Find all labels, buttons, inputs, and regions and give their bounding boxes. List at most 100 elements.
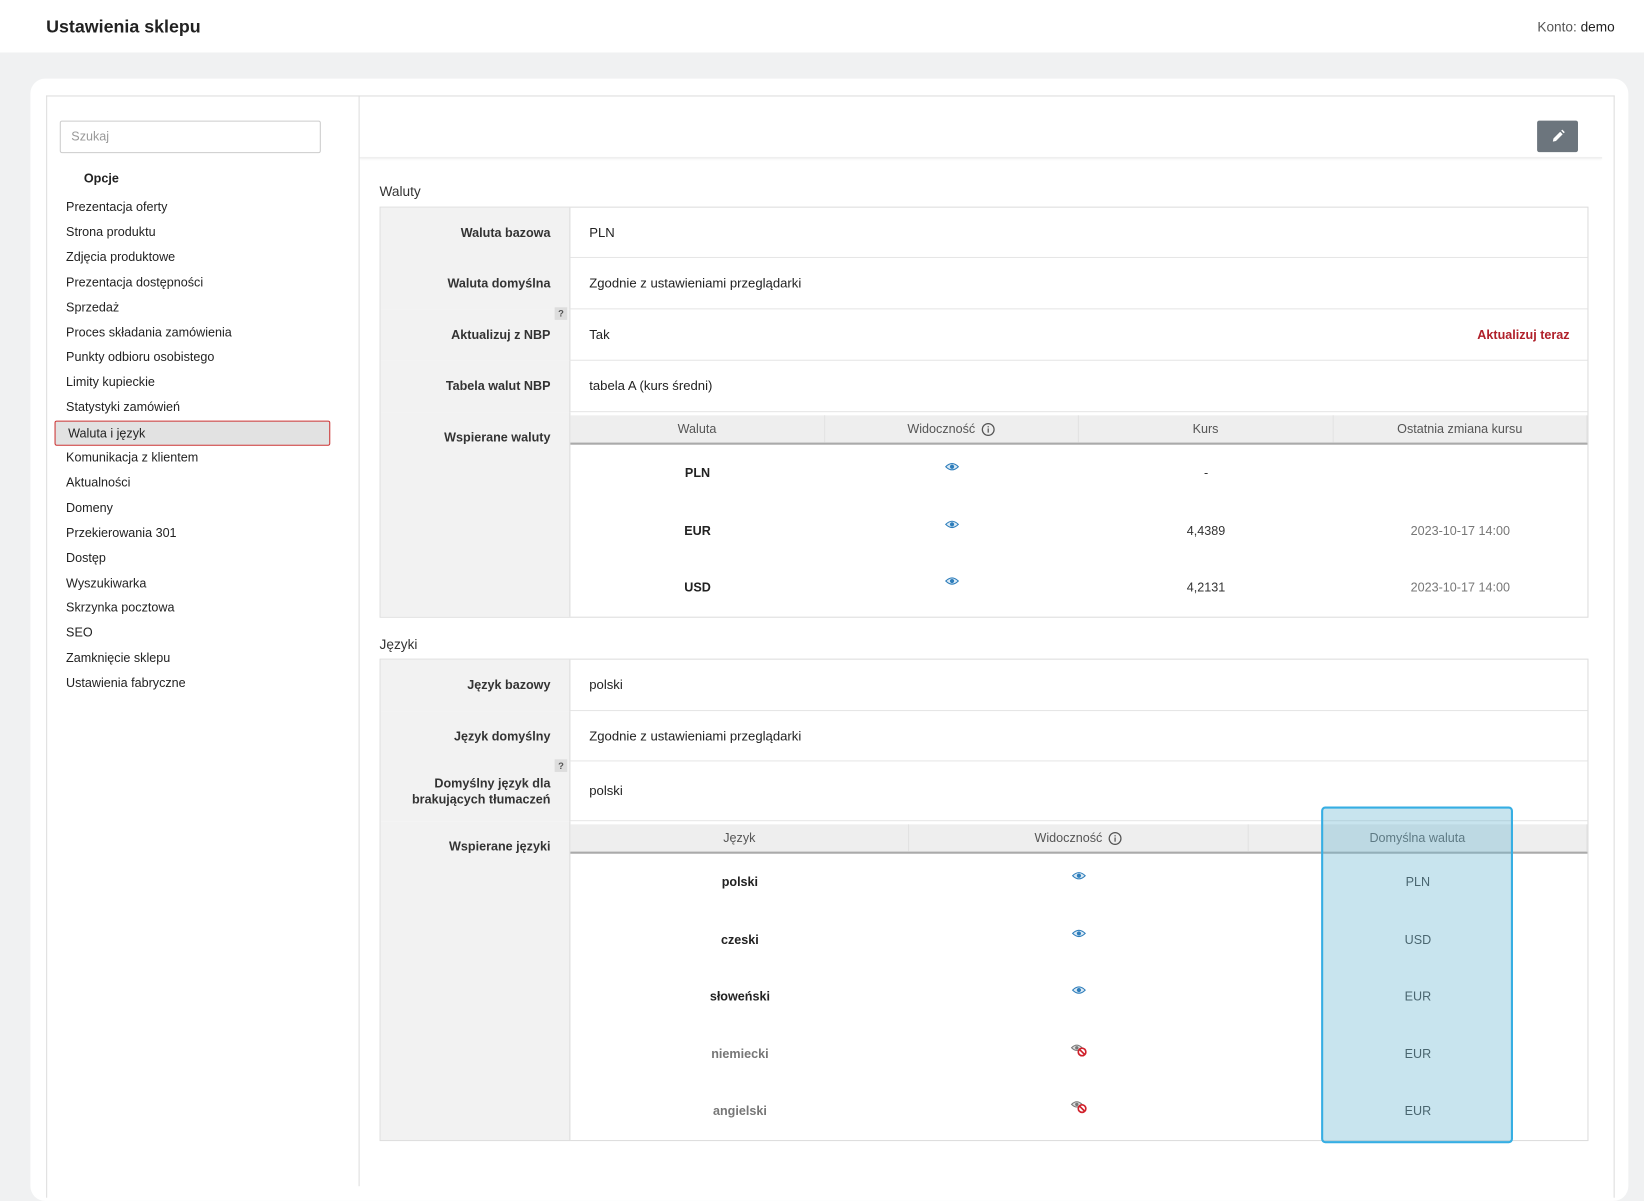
field-value-cell: polski [570, 761, 1588, 822]
sidebar-item[interactable]: Proces składania zamówienia [66, 324, 232, 340]
search-input[interactable]: Szukaj [59, 120, 321, 154]
column-title: Widoczność [907, 421, 976, 437]
table-data-row: czeski USD [570, 911, 1587, 968]
table-cell: USD [1248, 911, 1587, 968]
cell-text: angielski [712, 1103, 767, 1119]
visible-icon[interactable] [942, 462, 961, 477]
cell-text: EUR [1404, 989, 1432, 1004]
visible-icon[interactable] [1069, 928, 1088, 943]
visible-icon[interactable] [1069, 871, 1088, 886]
sidebar-item[interactable]: Komunikacja z klientem [66, 449, 199, 465]
table-cell: PLN [1248, 854, 1587, 911]
cell-text: 4,2131 [1186, 580, 1226, 595]
field-value-cell: polski [570, 660, 1588, 712]
field-label: Waluta bazowa [460, 224, 551, 240]
table-data-row: EUR 4,4389 2023-10-17 14:00 [570, 502, 1587, 559]
table-header: Język Widoczność Domyślna waluta [570, 824, 1588, 854]
table-cell: 2023-10-17 14:00 [1333, 559, 1587, 616]
edit-button[interactable] [1537, 120, 1578, 153]
sidebar-item[interactable]: Punkty odbioru osobistego [66, 349, 215, 365]
sidebar-item[interactable]: Zdjęcia produktowe [66, 249, 176, 265]
sidebar-item[interactable]: Sprzedaż [66, 299, 120, 315]
sidebar-item[interactable]: Aktualności [66, 474, 131, 490]
table-header: Waluta Widoczność Kurs Ostatnia zmiana kurs… [570, 415, 1588, 445]
field-label-cell: Tabela walut NBP [380, 360, 571, 413]
field-label-cell: Waluta domyślna [380, 258, 571, 310]
field-value: polski [589, 677, 623, 693]
cell-text: USD [1404, 932, 1432, 947]
sidebar-item[interactable]: Domeny [66, 500, 113, 515]
column-header: Język [570, 824, 910, 852]
field-label-cell: Domyślny język dla brakujących tłumaczeń… [380, 759, 571, 822]
sidebar-item[interactable]: SEO [66, 625, 93, 641]
sidebar-item[interactable]: Skrzynka pocztowa [66, 600, 175, 616]
field-value-cell: PLN [570, 208, 1588, 259]
table: Waluta Widoczność Kurs Ostatnia zmiana kurs… [570, 412, 1588, 616]
field-row: Język domyślny Zgodnie z ustawieniami prz… [380, 711, 1588, 762]
section-title: Języki [379, 636, 418, 653]
table: Język Widoczność Domyślna waluta polski PLN c… [570, 806, 1588, 1144]
sidebar-item[interactable]: Waluta i język [54, 420, 331, 446]
frame [46, 95, 1615, 1198]
column-title: Ostatnia zmiana kursu [1397, 421, 1523, 437]
column-title: Kurs [1192, 421, 1219, 437]
field-value: polski [589, 783, 623, 799]
hidden-icon[interactable] [1069, 1099, 1088, 1114]
table-cell: 2023-10-17 14:00 [1333, 502, 1587, 559]
field-row: Waluta domyślna Zgodnie z ustawieniami pr… [380, 258, 1588, 310]
sidebar-item[interactable]: Limity kupieckie [66, 374, 155, 390]
account: Konto: demo [1537, 19, 1614, 35]
table-row: Wspierane języki Język Widoczność Domyślna … [380, 806, 1588, 1144]
table-cell: 4,2131 [1079, 559, 1333, 616]
sidebar-item[interactable]: Wyszukiwarka [66, 575, 147, 590]
section-title: Waluty [379, 183, 421, 200]
field-label-cell: Waluta bazowa [380, 207, 571, 259]
help-badge[interactable]: ? [554, 759, 568, 772]
table-data-row: słoweński EUR [570, 968, 1587, 1025]
cell-text: EUR [684, 523, 711, 538]
update-link[interactable]: Aktualizuj teraz [1477, 327, 1570, 342]
sidebar-item[interactable]: Ustawienia fabryczne [66, 675, 186, 691]
cell-text: 2023-10-17 14:00 [1410, 523, 1510, 538]
help-badge[interactable]: ? [554, 307, 568, 320]
sidebar-item[interactable]: Statystyki zamówień [66, 399, 181, 415]
cell-text: 4,4389 [1186, 523, 1226, 538]
settings-box: Waluta bazowa PLN Waluta domyślna Zgodnie z… [379, 206, 1589, 618]
sidebar-item[interactable]: Prezentacja oferty [66, 199, 168, 214]
table-data-row: USD 4,2131 2023-10-17 14:00 [570, 559, 1587, 616]
field-row: Waluta bazowa PLN [380, 207, 1588, 259]
field-label: Język bazowy [467, 677, 551, 693]
column-title: Waluta [677, 421, 717, 437]
sidebar-item[interactable]: Strona produktu [66, 224, 156, 240]
info-icon[interactable] [1108, 831, 1123, 845]
hidden-icon[interactable] [1069, 1042, 1088, 1057]
cell-text: polski [721, 874, 759, 890]
sidebar-item[interactable]: Prezentacja dostępności [66, 274, 204, 290]
visible-icon[interactable] [942, 576, 961, 591]
column-header: Widoczność [825, 415, 1079, 443]
cell-text: niemiecki [711, 1046, 769, 1062]
sidebar-item[interactable]: Przekierowania 301 [66, 525, 177, 540]
sidebar-item[interactable]: Dostęp [66, 550, 106, 565]
field-row: Domyślny język dla brakujących tłumaczeń… [380, 759, 1588, 822]
field-value-cell: Zgodnie z ustawieniami przeglądarki [570, 258, 1588, 310]
table-cell: niemiecki [570, 1025, 909, 1082]
table-cell [909, 968, 1248, 1025]
table-label: Wspierane języki [449, 839, 551, 854]
table-cell: EUR [1248, 968, 1587, 1025]
field-label: Domyślny język dla brakujących tłumaczeń [411, 775, 551, 807]
field-value: tabela A (kurs średni) [589, 378, 713, 394]
edit-icon [1552, 129, 1565, 142]
field-row: Tabela walut NBP tabela A (kurs średni) [380, 360, 1588, 413]
sidebar-item[interactable]: Zamknięcie sklepu [66, 650, 171, 666]
table-data-row: niemiecki EUR [570, 1025, 1587, 1082]
visible-icon[interactable] [942, 519, 961, 534]
visible-icon[interactable] [1069, 985, 1088, 1000]
account-name[interactable]: demo [1580, 18, 1615, 35]
table-label-cell: Wspierane waluty [380, 412, 571, 617]
column-title: Język [723, 830, 756, 846]
table-cell: 4,4389 [1079, 502, 1333, 559]
account-label: Konto: [1537, 18, 1577, 35]
info-icon[interactable] [981, 422, 995, 436]
